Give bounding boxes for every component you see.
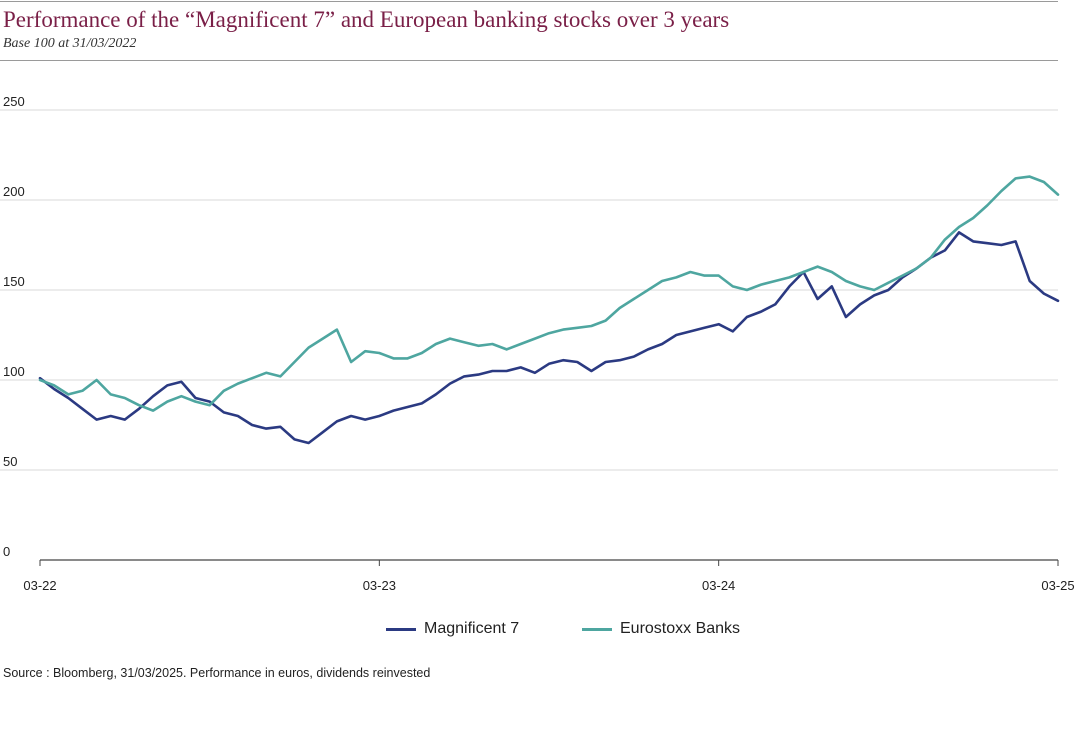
y-tick-label-50: 50 bbox=[3, 454, 17, 469]
y-tick-label-0: 0 bbox=[3, 544, 10, 559]
legend-label-magnificent-7: Magnificent 7 bbox=[424, 620, 520, 637]
source-note: Source : Bloomberg, 31/03/2025. Performa… bbox=[3, 666, 431, 680]
chart-subtitle: Base 100 at 31/03/2022 bbox=[3, 36, 137, 51]
chart-title: Performance of the “Magnificent 7” and E… bbox=[3, 7, 730, 32]
header-rule bbox=[0, 60, 1058, 61]
series-line-eurostoxx-banks bbox=[38, 175, 1060, 412]
legend: Magnificent 7 Eurostoxx Banks bbox=[0, 620, 1076, 642]
x-tick-label-03-25: 03-25 bbox=[1041, 578, 1074, 593]
y-tick-label-100: 100 bbox=[3, 364, 25, 379]
x-tick-label-03-24: 03-24 bbox=[702, 578, 735, 593]
y-tick-label-250: 250 bbox=[3, 94, 25, 109]
legend-item-magnificent-7: Magnificent 7 bbox=[386, 620, 519, 638]
legend-label-eurostoxx-banks: Eurostoxx Banks bbox=[620, 620, 741, 637]
series-line-magnificent-7 bbox=[38, 231, 1060, 445]
legend-item-eurostoxx-banks: Eurostoxx Banks bbox=[582, 620, 740, 638]
y-tick-label-150: 150 bbox=[3, 274, 25, 289]
y-tick-label-200: 200 bbox=[3, 184, 25, 199]
x-tick-label-03-23: 03-23 bbox=[363, 578, 396, 593]
x-tick-label-03-22: 03-22 bbox=[23, 578, 56, 593]
top-rule bbox=[0, 1, 1058, 2]
legend-swatch-magnificent-7 bbox=[386, 627, 416, 631]
legend-swatch-eurostoxx-banks bbox=[582, 627, 612, 631]
